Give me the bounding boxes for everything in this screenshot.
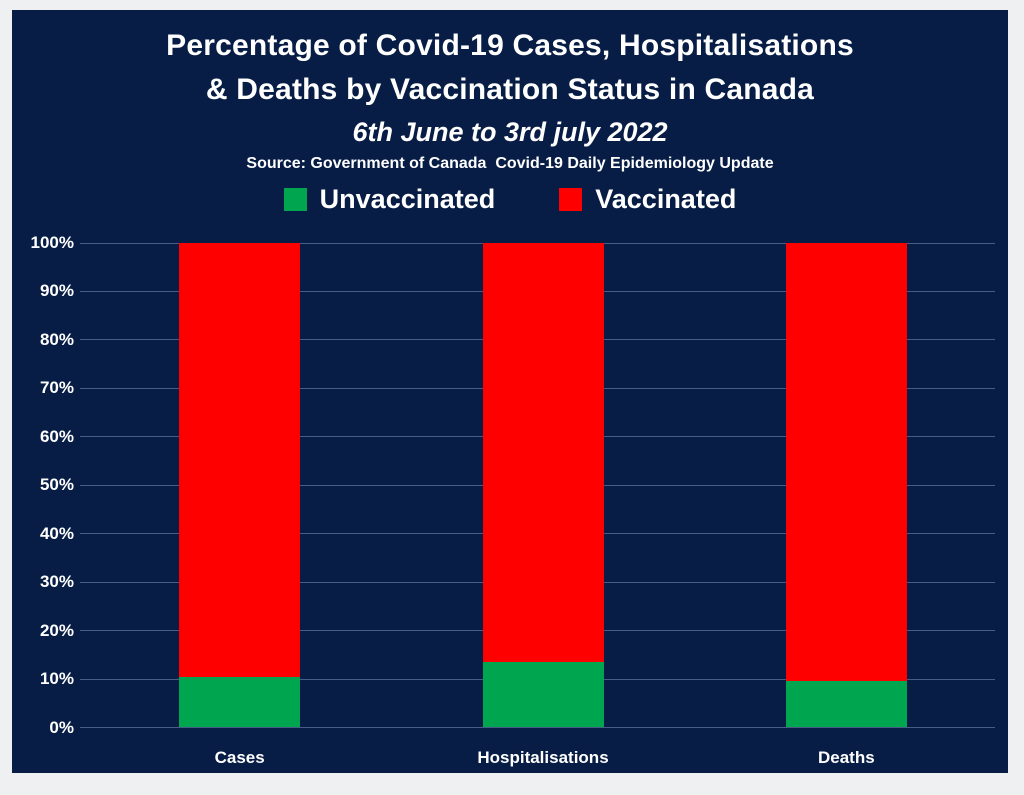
chart-title-line2: & Deaths by Vaccination Status in Canada [205, 73, 815, 106]
legend-label: Vaccinated [595, 183, 737, 214]
legend-swatch-icon [283, 187, 307, 211]
y-axis-tick-60%: 60% [39, 426, 74, 446]
x-axis-label-deaths: Deaths [817, 748, 875, 767]
legend-item-unvaccinated: Unvaccinated [283, 183, 496, 215]
y-axis-tick-50%: 50% [39, 475, 74, 495]
y-axis-tick-30%: 30% [39, 572, 74, 592]
legend-label: Unvaccinated [319, 183, 496, 214]
chart-title-line1: Percentage of Covid-19 Cases, Hospitalis… [166, 29, 854, 62]
bar-hospitalisations-vaccinated [482, 243, 604, 663]
y-axis-tick-90%: 90% [39, 281, 74, 301]
chart-plot-area: 0% 10% 20% 30% 40% 50% 60% 70% 80% 90% 100% Cases Ho… [12, 10, 1008, 773]
y-axis-tick-100%: 100% [30, 233, 74, 252]
bar-hospitalisations-unvaccinated [482, 662, 604, 728]
bar-cases-unvaccinated [179, 676, 301, 728]
y-axis-tick-0%: 0% [49, 717, 74, 737]
y-axis-tick-20%: 20% [39, 620, 74, 640]
bar-cases-vaccinated [179, 243, 301, 677]
x-axis-label-hospitalisations: Hospitalisations [477, 748, 609, 767]
chart-panel: Percentage of Covid-19 Cases, Hospitalis… [12, 10, 1008, 773]
gridline-0% [80, 727, 995, 728]
bar-deaths-vaccinated [785, 243, 907, 682]
y-axis-tick-80%: 80% [39, 329, 74, 349]
legend-item-vaccinated: Vaccinated [559, 184, 736, 215]
x-axis-label-cases: Cases [214, 748, 265, 767]
y-axis-tick-70%: 70% [39, 378, 74, 398]
chart-title: Percentage of Covid-19 Cases, Hospitalis… [12, 10, 1008, 112]
chart-source: Source: Government of Canada Covid-19 Da… [246, 155, 774, 172]
chart-subtitle: 6th June to 3rd july 2022 [352, 117, 668, 147]
y-axis-tick-40%: 40% [39, 523, 74, 543]
legend-swatch-icon [559, 187, 583, 211]
chart-legend: Unvaccinated Vaccinated [12, 182, 1008, 216]
bar-deaths-unvaccinated [785, 681, 907, 728]
y-axis-tick-10%: 10% [39, 669, 74, 689]
